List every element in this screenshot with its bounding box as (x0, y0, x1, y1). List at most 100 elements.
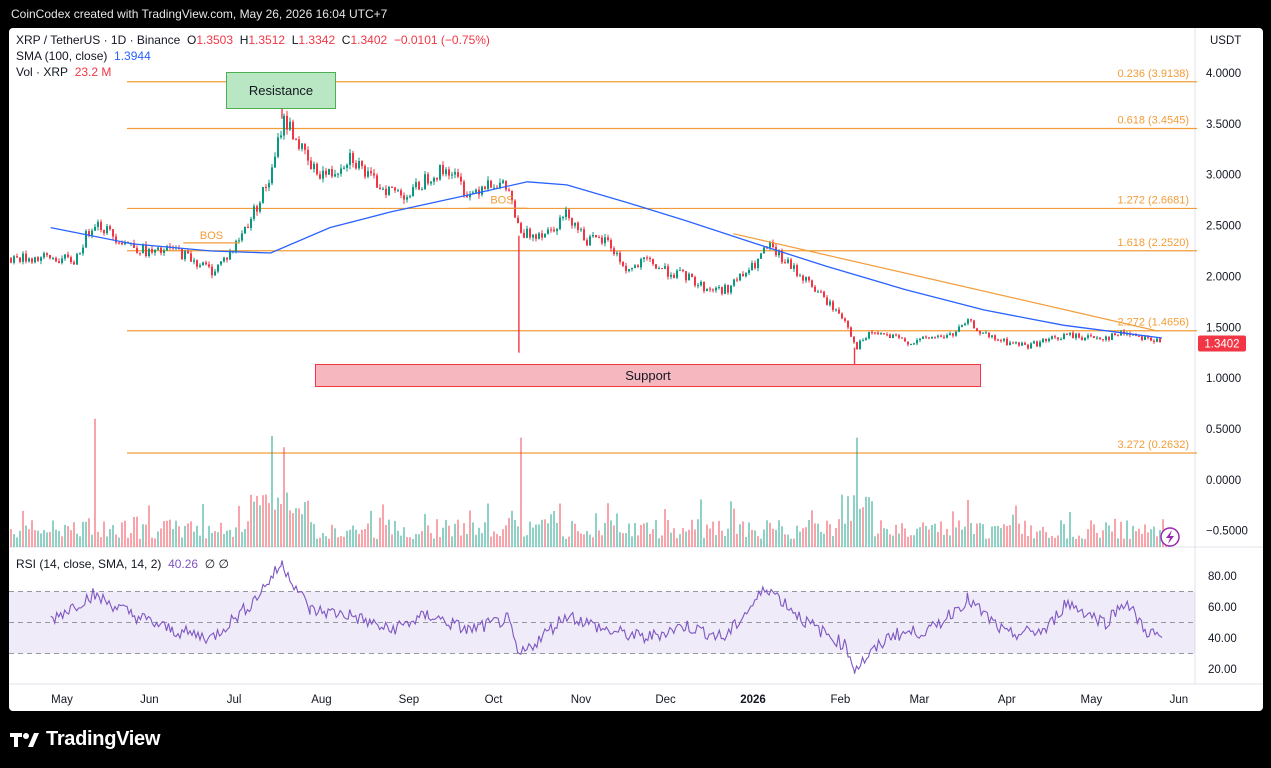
volume-bar (97, 531, 99, 547)
header-bar: CoinCodex created with TradingView.com, … (0, 0, 1271, 28)
candle-body (610, 239, 612, 249)
volume-bar (355, 529, 357, 547)
volume-bar (556, 522, 558, 547)
volume-bar (367, 523, 369, 547)
volume-bar (568, 536, 570, 547)
candle-body (571, 218, 573, 226)
candle-body (1027, 344, 1029, 349)
candle-body (79, 253, 81, 255)
volume-bar (919, 527, 921, 547)
candle-body (628, 269, 630, 272)
volume-bar (901, 523, 903, 547)
volume-bar (1141, 533, 1143, 547)
volume-bar (583, 534, 585, 547)
candle-body (487, 180, 489, 189)
candle-body (190, 253, 192, 262)
candle-body (556, 229, 558, 232)
candle-body (679, 269, 681, 271)
fib-label-4: 2.272 (1.4656) (1117, 317, 1189, 329)
fib-label-3: 1.618 (2.2520) (1117, 237, 1189, 249)
volume-bar (73, 522, 75, 547)
candle-body (688, 273, 690, 281)
volume-bar (361, 529, 363, 547)
volume-bar (319, 537, 321, 547)
candle-body (181, 248, 183, 260)
volume-bar (1147, 532, 1149, 547)
volume-bar (1036, 531, 1038, 547)
candle-body (580, 229, 582, 231)
volume-bar (421, 531, 423, 547)
volume-bar (133, 516, 135, 547)
candle-body (511, 190, 513, 201)
time-label-3: Aug (311, 694, 331, 706)
candle-body (862, 340, 864, 342)
volume-bar (481, 533, 483, 547)
candle-body (1063, 333, 1065, 340)
candle-body (493, 187, 495, 189)
candle-body (775, 246, 777, 256)
volume-bar (853, 495, 855, 547)
candle-body (916, 340, 918, 344)
volume-bar (1123, 538, 1125, 547)
volume-bar (160, 528, 162, 547)
fib-label-1: 0.618 (3.4545) (1117, 114, 1189, 126)
candle-body (790, 259, 792, 269)
volume-bar (229, 529, 231, 547)
volume-bar (58, 530, 60, 547)
candle-body (310, 160, 312, 170)
candle-body (1057, 337, 1059, 340)
candle-body (298, 139, 300, 149)
volume-bar (214, 531, 216, 547)
volume-bar (325, 536, 327, 547)
volume-bar (67, 526, 69, 547)
candle-body (481, 186, 483, 195)
candle-body (895, 334, 897, 336)
time-label-10: Mar (909, 694, 929, 706)
candle-body (208, 264, 210, 267)
volume-bar (760, 538, 762, 547)
volume-bar (391, 534, 393, 547)
candle-body (1018, 342, 1020, 346)
candle-body (946, 335, 948, 338)
legend-vol-value: 23.2 M (74, 65, 112, 79)
volume-bar (394, 520, 396, 547)
candle-body (31, 258, 33, 263)
volume-bar (253, 501, 255, 547)
legend-volume[interactable]: Vol · XRP 23.2 M (16, 65, 111, 79)
volume-bar (184, 525, 186, 547)
time-label-4: Sep (399, 694, 419, 706)
volume-bar (445, 520, 447, 547)
volume-bar (304, 502, 306, 547)
volume-bar (1105, 522, 1107, 547)
candle-body (1150, 337, 1152, 341)
legend-sma[interactable]: SMA (100, close) 1.3944 (16, 49, 151, 63)
chart-panel[interactable]: 0.236 (3.9138) 0.618 (3.4545) 1.272 (2.668… (9, 28, 1263, 711)
price-tick-8: 0.0000 (1206, 475, 1241, 487)
candle-body (403, 195, 405, 200)
sma-line (50, 181, 1162, 339)
time-label-12: May (1081, 694, 1103, 706)
candle-body (340, 168, 342, 174)
resistance-label[interactable]: Resistance (226, 72, 336, 109)
volume-bar (226, 530, 228, 547)
volume-bar (799, 531, 801, 547)
legend-rsi[interactable]: RSI (14, close, SMA, 14, 2) 40.26 ∅ ∅ (16, 557, 229, 571)
volume-bar (727, 528, 729, 547)
volume-bar (250, 494, 252, 547)
candle-body (976, 328, 978, 332)
volume-bar (1069, 512, 1071, 547)
volume-bar (94, 418, 96, 547)
volume-bar (565, 538, 567, 547)
trendline (733, 233, 1160, 332)
candle-body (808, 276, 810, 281)
volume-bar (190, 521, 192, 547)
chart-svg[interactable]: 0.236 (3.9138) 0.618 (3.4545) 1.272 (2.668… (9, 28, 1263, 711)
volume-bar (1096, 532, 1098, 547)
volume-bar (979, 522, 981, 547)
support-label[interactable]: Support (315, 364, 981, 387)
candle-body (163, 250, 165, 254)
tradingview-logo[interactable]: TradingView (10, 728, 160, 751)
candle-body (292, 121, 294, 140)
volume-bar (100, 537, 102, 547)
volume-bar (574, 523, 576, 547)
